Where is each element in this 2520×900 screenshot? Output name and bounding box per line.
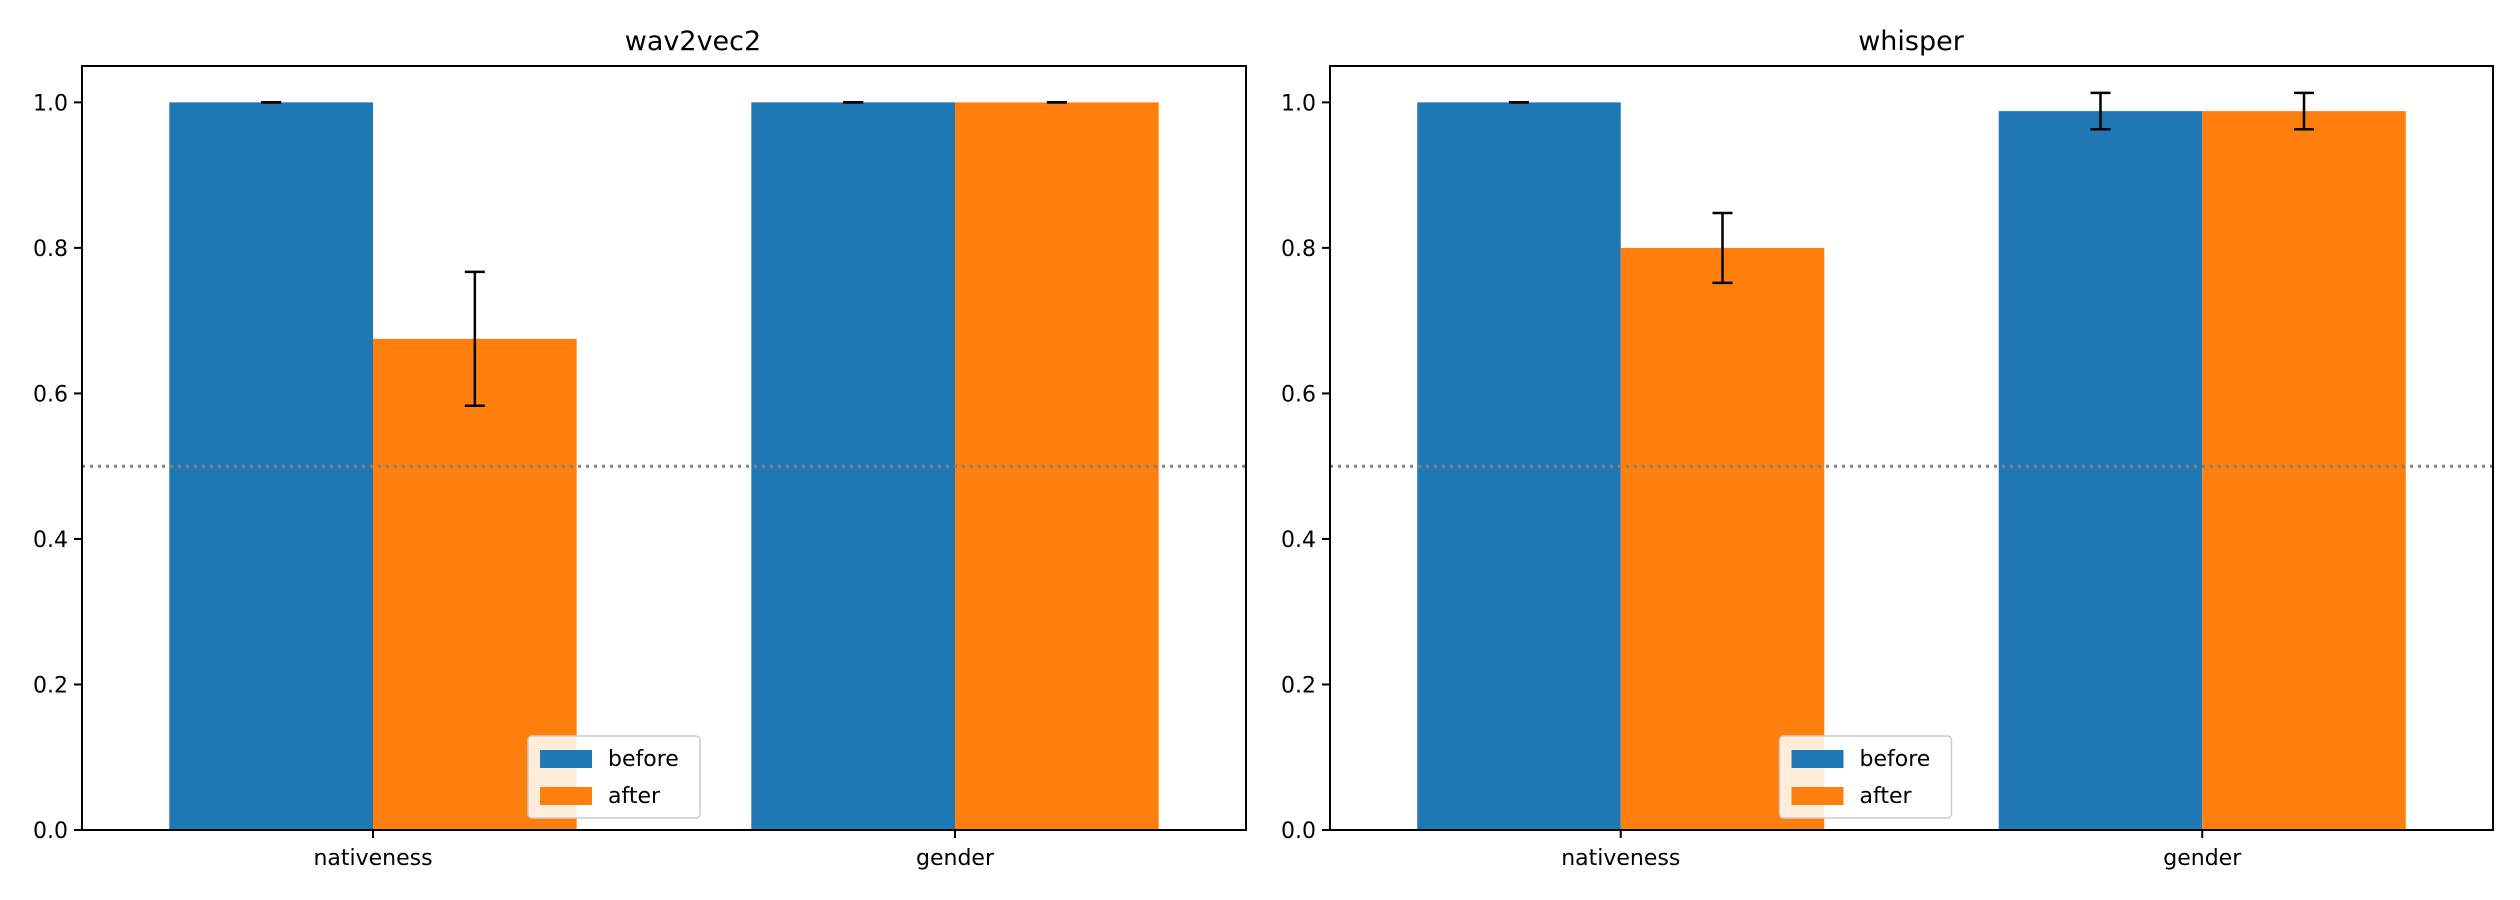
legend-label-after: after [608,784,661,809]
y-tick-label: 0.4 [33,528,68,553]
y-tick-label: 1.0 [1281,91,1316,116]
y-tick-label: 1.0 [33,91,68,116]
bar-before-nativeness [1417,102,1621,830]
chart-title: whisper [1858,26,1965,57]
error-bar-before-gender [2090,91,2111,131]
legend: before after [527,735,701,819]
y-tick-label: 0.2 [33,673,68,698]
y-tick-label: 0.0 [33,819,68,844]
chart-panel-whisper: whisper 0.0 0.2 0.4 0.6 0.8 1.0 nativeness gend… [1281,26,2494,871]
y-tick-label: 0.8 [33,237,68,262]
bar-before-gender [1998,111,2203,831]
bar-after-gender [955,102,1159,830]
bar-after-nativeness [1620,247,1825,830]
legend: before after [1778,735,1953,819]
y-tick-label: 0.8 [1281,237,1316,262]
y-tick-label: 0.6 [1281,382,1316,407]
legend-swatch-after [540,787,592,805]
error-bar-after-gender [2294,91,2315,131]
y-tick-label: 0.4 [1281,528,1316,553]
x-tick-label: nativeness [1561,846,1680,871]
y-tick-label: 0.0 [1281,819,1316,844]
plot-frame [1329,65,2494,831]
bar-after-gender [2202,111,2406,831]
y-tick-label: 0.6 [33,382,68,407]
legend-label-before: before [608,747,679,772]
plot-frame [81,65,1247,831]
legend-swatch-before [1791,750,1844,768]
bar-before-nativeness [169,102,373,830]
legend-swatch-before [540,750,592,768]
error-bar-after-nativeness [464,270,485,408]
x-tick-label: gender [2163,846,2242,871]
legend-swatch-after [1791,787,1844,805]
legend-label-before: before [1860,747,1931,772]
x-tick-label: nativeness [313,846,432,871]
chart-panel-wav2vec2: wav2vec2 0.0 0.2 0.4 0.6 0.8 1.0 nativeness gen… [33,26,1247,871]
error-bar-after-nativeness [1712,211,1733,285]
x-tick-label: gender [916,846,995,871]
bar-before-gender [751,102,955,830]
legend-label-after: after [1860,784,1913,809]
chart-title: wav2vec2 [625,26,761,57]
y-tick-label: 0.2 [1281,673,1316,698]
